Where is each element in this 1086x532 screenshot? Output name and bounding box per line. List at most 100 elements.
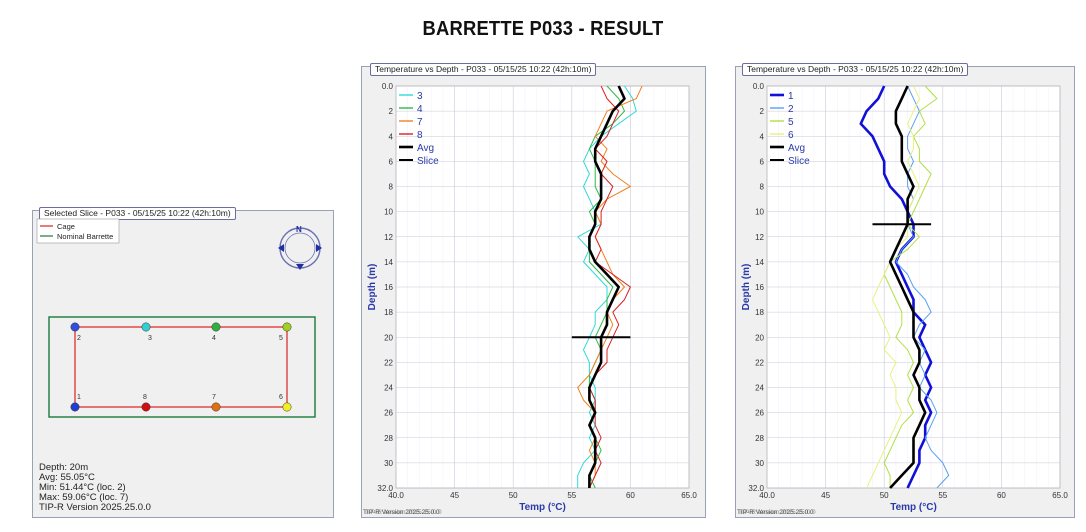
chart-left-y-tick-label: 24	[384, 384, 393, 393]
chart-left-y-tick-label: 30	[384, 459, 393, 468]
sensor-8-label: 8	[143, 394, 147, 401]
chart-left-y-tick-label: 0.0	[382, 82, 394, 91]
chart-left-x-tick-label: 55	[567, 491, 576, 500]
chart-right-y-tick-label: 22	[755, 358, 764, 367]
chart-left-version-text-overlay: TIP-R Version 2025.25.0.0	[365, 509, 442, 516]
chart-right-y-tick-label: 18	[755, 308, 764, 317]
chart-right-legend-label-avg: Avg	[788, 143, 805, 154]
chart-right-legend-label-6: 6	[788, 130, 794, 141]
chart-left-x-tick-label: 65.0	[681, 491, 697, 500]
chart-right-version-text-overlay: TIP-R Version 2025.25.0.0	[739, 509, 816, 516]
chart-right-y-tick-label: 6	[760, 157, 765, 166]
slice-max-text: Max: 59.06°C (loc. 7)	[39, 492, 129, 503]
chart-right-y-tick-label: 4	[760, 132, 765, 141]
chart-right-y-tick-label: 30	[755, 459, 764, 468]
chart-right-legend-label-slice: Slice	[788, 156, 810, 167]
slice-stats: Depth: 20m Avg: 55.05°C Min: 51.44°C (lo…	[39, 463, 151, 513]
sensor-6-marker	[282, 402, 292, 412]
chart-right-series-2-line	[895, 85, 950, 489]
chart-left-y-tick-label: 18	[384, 308, 393, 317]
sensor-1-label: 1	[77, 394, 81, 401]
chart-left-y-axis-label: Depth (m)	[367, 264, 378, 311]
sensor-4-label: 4	[212, 335, 216, 342]
chart-left-x-tick-label: 50	[509, 491, 518, 500]
legend-label-cage: Cage	[57, 222, 75, 231]
cage-outline	[74, 326, 288, 408]
chart-right-y-axis-label: Depth (m)	[741, 264, 752, 311]
chart-left-y-tick-label: 26	[384, 409, 393, 418]
sensor-8-marker	[141, 402, 151, 412]
chart-left-y-tick-label: 22	[384, 358, 393, 367]
temperature-depth-chart-right: Temperature vs Depth - P033 - 05/15/25 1…	[735, 63, 1075, 518]
sensor-2-marker	[70, 322, 80, 332]
chart-left-y-tick-label: 16	[384, 283, 393, 292]
chart-left-y-tick-label: 14	[384, 258, 393, 267]
chart-right-y-tick-label: 10	[755, 208, 764, 217]
chart-right-x-tick-label: 50	[880, 491, 889, 500]
slice-diagram: Cage Nominal Barrette N 1 2 3 4 5 6 7 8	[36, 218, 322, 418]
slice-depth-text: Depth: 20m	[39, 462, 89, 473]
chart-right-series-1-line	[859, 85, 933, 489]
chart-right-y-tick-label: 24	[755, 384, 764, 393]
chart-right-y-tick-label: 8	[760, 183, 765, 192]
chart-right-version-text: TIP-R Version 2025.25.0.0	[737, 509, 814, 516]
chart-left-version-text: TIP-R Version 2025.25.0.0	[363, 509, 440, 516]
chart-right-title: Temperature vs Depth - P033 - 05/15/25 1…	[742, 63, 969, 76]
chart-right-x-tick-label: 55	[938, 491, 947, 500]
chart-left-x-tick-label: 40.0	[388, 491, 404, 500]
chart-left-title: Temperature vs Depth - P033 - 05/15/25 1…	[370, 63, 597, 76]
chart-left-y-tick-label: 6	[389, 157, 394, 166]
chart-left-y-tick-label: 10	[384, 208, 393, 217]
chart-left-legend-label-avg: Avg	[417, 143, 434, 154]
page-title: BARRETTE P033 - RESULT	[422, 18, 664, 40]
sensor-1-marker	[70, 402, 80, 412]
sensor-2-label: 2	[77, 335, 81, 342]
chart-right-y-tick-label: 14	[755, 258, 764, 267]
chart-left-legend-label-slice: Slice	[417, 156, 439, 167]
chart-right-legend-label-1: 1	[788, 91, 794, 102]
nominal-barrette-outline	[48, 316, 316, 418]
sensor-4-marker	[211, 322, 221, 332]
chart-left-y-tick-label: 32.0	[377, 484, 393, 493]
chart-left-y-tick-label: 8	[389, 183, 394, 192]
chart-left-x-axis-label: Temp (°C)	[519, 502, 566, 513]
chart-right-series-5-line	[883, 85, 938, 488]
temperature-depth-chart-left: Temperature vs Depth - P033 - 05/15/25 1…	[361, 63, 706, 518]
chart-right-y-tick-label: 2	[760, 107, 765, 116]
slice-min-text: Min: 51.44°C (loc. 2)	[39, 482, 126, 493]
slice-avg-text: Avg: 55.05°C	[39, 472, 95, 483]
chart-right-plot: 40.0 45 50 55 60 65.00.0246810121416182022242…	[737, 82, 1068, 516]
slice-legend-box	[36, 218, 120, 244]
compass-north-label: N	[296, 225, 302, 234]
chart-right-x-tick-label: 45	[821, 491, 830, 500]
chart-left-y-tick-label: 28	[384, 434, 393, 443]
legend-label-nominal-barrette: Nominal Barrette	[57, 232, 113, 241]
chart-left-legend-label-3: 3	[417, 91, 423, 102]
chart-left-y-tick-label: 2	[389, 107, 394, 116]
chart-right-y-tick-label: 20	[755, 333, 764, 342]
sensor-5-label: 5	[279, 335, 283, 342]
chart-right-y-tick-label: 16	[755, 283, 764, 292]
chart-right-x-tick-label: 65.0	[1052, 491, 1068, 500]
chart-right-legend-label-5: 5	[788, 117, 794, 128]
chart-right-y-tick-label: 12	[755, 233, 764, 242]
chart-right-legend-label-2: 2	[788, 104, 794, 115]
chart-right-y-tick-label: 0.0	[753, 82, 765, 91]
sensor-3-marker	[141, 322, 151, 332]
sensor-7-marker	[211, 402, 221, 412]
chart-right-x-tick-label: 40.0	[759, 491, 775, 500]
chart-right-series-avg-line	[888, 85, 927, 489]
chart-left-series-8-line	[588, 85, 631, 489]
chart-right-series-6-line	[866, 85, 920, 489]
chart-left-plot: 40.0 45 50 55 60 65.00.0246810121416182022242…	[363, 82, 697, 516]
chart-right-y-tick-label: 26	[755, 409, 764, 418]
chart-left-legend-label-4: 4	[417, 104, 423, 115]
chart-left-x-tick-label: 60	[626, 491, 635, 500]
sensor-3-label: 3	[148, 335, 152, 342]
slice-panel: Selected Slice - P033 - 05/15/25 10:22 (…	[32, 207, 334, 518]
version-text: TIP-R Version 2025.25.0.0	[39, 502, 151, 513]
compass-icon: N	[278, 225, 322, 270]
chart-right-x-axis-label: Temp (°C)	[890, 502, 937, 513]
chart-left-y-tick-label: 4	[389, 132, 394, 141]
slice-panel-title: Selected Slice - P033 - 05/15/25 10:22 (…	[39, 207, 236, 220]
